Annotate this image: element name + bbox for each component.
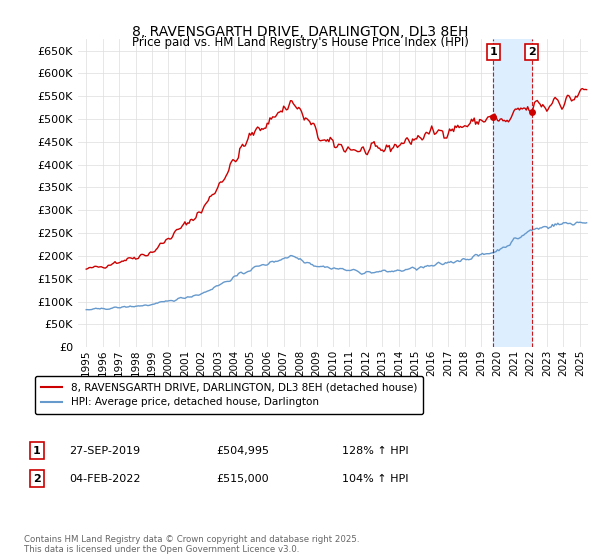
Text: 2: 2 xyxy=(33,474,41,484)
Text: 104% ↑ HPI: 104% ↑ HPI xyxy=(342,474,409,484)
Text: 1: 1 xyxy=(33,446,41,456)
Legend: 8, RAVENSGARTH DRIVE, DARLINGTON, DL3 8EH (detached house), HPI: Average price, : 8, RAVENSGARTH DRIVE, DARLINGTON, DL3 8E… xyxy=(35,376,423,414)
Bar xyxy=(493,39,532,347)
Text: 27-SEP-2019: 27-SEP-2019 xyxy=(69,446,140,456)
Text: Price paid vs. HM Land Registry's House Price Index (HPI): Price paid vs. HM Land Registry's House … xyxy=(131,36,469,49)
Text: 2: 2 xyxy=(528,47,536,57)
Text: 8, RAVENSGARTH DRIVE, DARLINGTON, DL3 8EH: 8, RAVENSGARTH DRIVE, DARLINGTON, DL3 8E… xyxy=(132,25,468,39)
Text: £515,000: £515,000 xyxy=(216,474,269,484)
Text: £504,995: £504,995 xyxy=(216,446,269,456)
Text: 128% ↑ HPI: 128% ↑ HPI xyxy=(342,446,409,456)
Text: 04-FEB-2022: 04-FEB-2022 xyxy=(69,474,140,484)
Text: Contains HM Land Registry data © Crown copyright and database right 2025.
This d: Contains HM Land Registry data © Crown c… xyxy=(24,535,359,554)
Text: 1: 1 xyxy=(490,47,497,57)
